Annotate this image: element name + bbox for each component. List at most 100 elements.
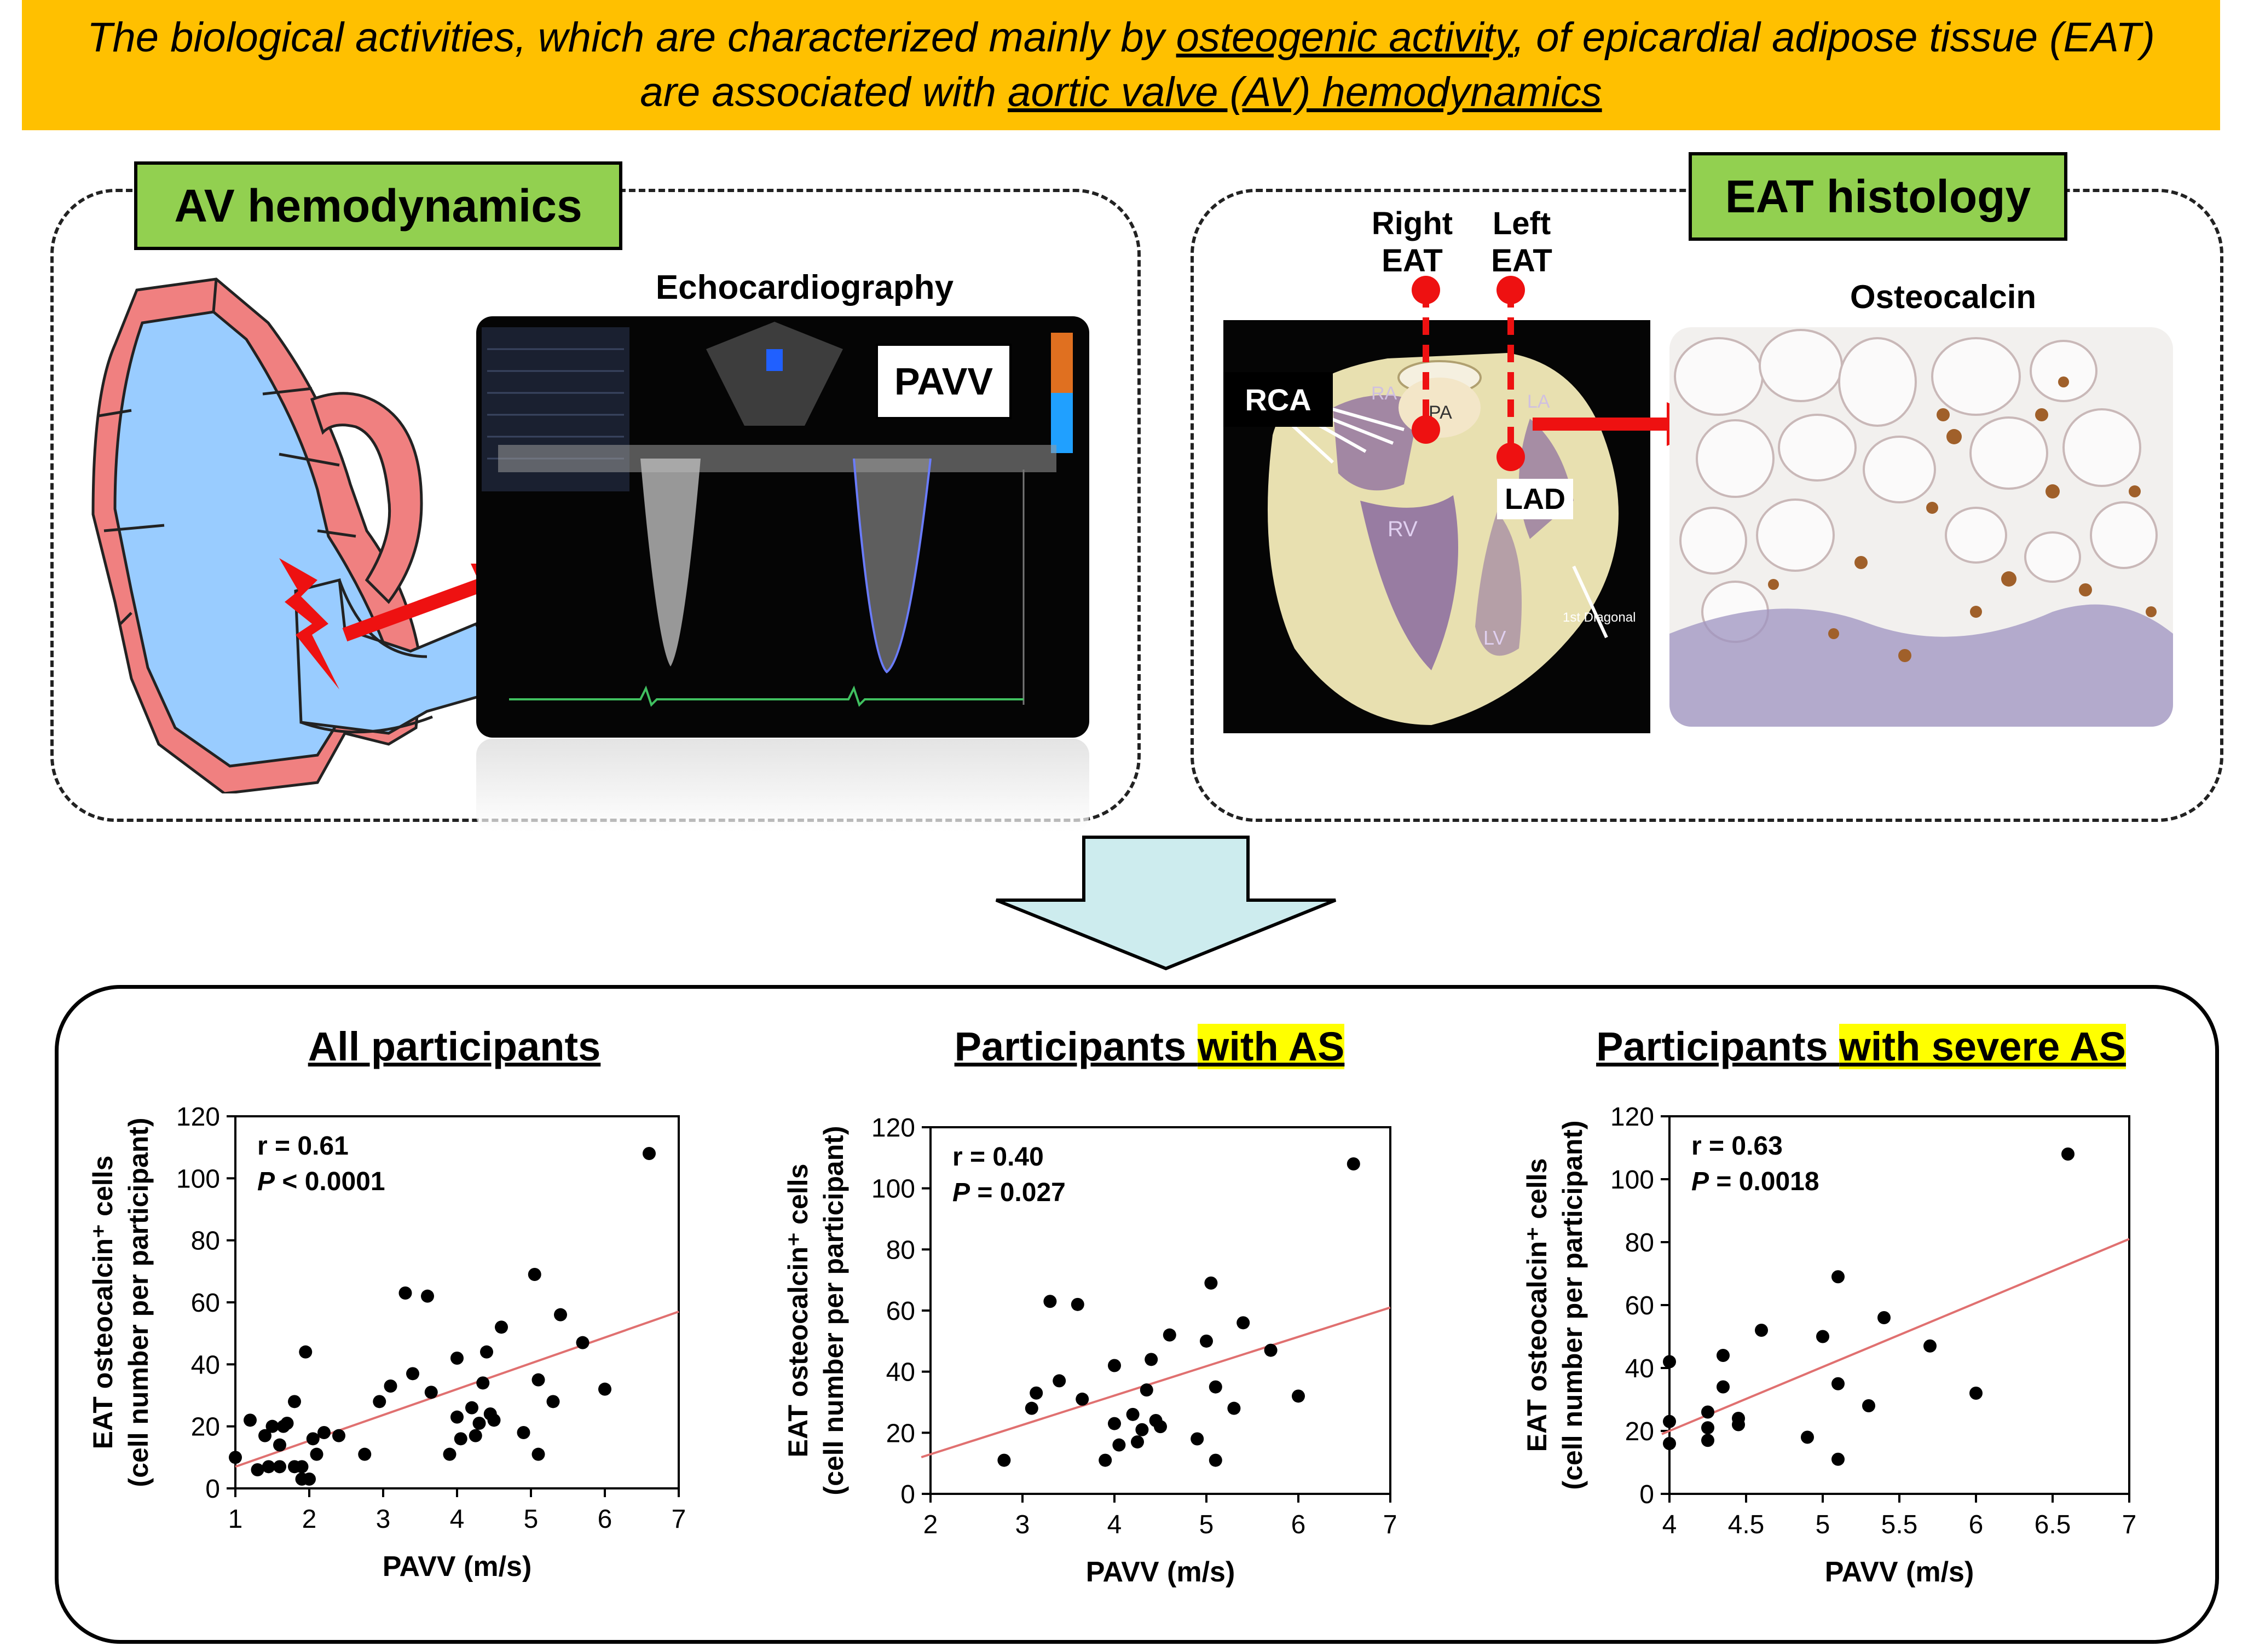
y-tick-label: 0	[205, 1475, 220, 1504]
data-point	[317, 1426, 331, 1439]
y-tick-label: 120	[871, 1114, 915, 1143]
data-point	[1076, 1392, 1089, 1406]
y-tick-label: 60	[886, 1297, 915, 1326]
data-point	[1227, 1401, 1241, 1415]
data-point	[1204, 1276, 1218, 1290]
data-point	[546, 1395, 560, 1408]
heart-diagram	[91, 277, 506, 793]
data-point	[1292, 1389, 1305, 1403]
lv-label: LV	[1483, 627, 1506, 649]
data-point	[1108, 1417, 1121, 1430]
y-tick-label: 20	[886, 1419, 915, 1448]
data-point	[1755, 1324, 1768, 1337]
data-point	[1131, 1435, 1144, 1449]
x-tick-label: 5	[524, 1505, 539, 1534]
x-tick-label: 2	[302, 1505, 317, 1534]
y-axis-label: EAT osteocalcin⁺ cells	[783, 1164, 813, 1458]
plot-1-title: All participants	[308, 1024, 601, 1069]
data-point	[1877, 1311, 1891, 1324]
data-point	[443, 1447, 457, 1461]
data-point	[1663, 1437, 1676, 1450]
data-point	[273, 1460, 286, 1474]
osteocalcin-histology-image	[1669, 327, 2173, 727]
x-tick-label: 7	[1383, 1510, 1396, 1539]
data-point	[997, 1453, 1011, 1467]
data-point	[332, 1429, 345, 1442]
data-point	[1145, 1353, 1158, 1366]
data-point	[244, 1413, 257, 1427]
stat-p: P < 0.0001	[257, 1167, 385, 1196]
y-axis-label-units: (cell number per participant)	[1557, 1120, 1588, 1489]
data-point	[273, 1438, 286, 1452]
x-tick-label: 3	[1015, 1510, 1030, 1539]
data-point	[265, 1419, 279, 1433]
data-point	[310, 1447, 323, 1461]
y-axis-label-units: (cell number per participant)	[123, 1117, 154, 1487]
data-point	[1099, 1453, 1112, 1467]
rv-label: RV	[1388, 517, 1418, 541]
data-point	[1801, 1430, 1814, 1444]
stat-p-value: = 0.027	[970, 1178, 1066, 1207]
doppler-envelope-2	[854, 459, 931, 672]
data-point	[1191, 1432, 1204, 1446]
data-point	[476, 1376, 490, 1390]
stat-p-value: < 0.0001	[275, 1167, 385, 1196]
data-point	[1663, 1355, 1676, 1369]
x-tick-label: 5.5	[1881, 1510, 1918, 1539]
data-point	[1831, 1452, 1845, 1466]
lad-label: LAD	[1497, 479, 1573, 519]
x-tick-label: 4.5	[1728, 1510, 1765, 1539]
y-tick-label: 40	[191, 1350, 220, 1379]
data-point	[1126, 1407, 1140, 1421]
data-point	[1663, 1415, 1676, 1428]
data-point	[280, 1417, 294, 1430]
data-point	[531, 1447, 545, 1461]
y-tick-label: 40	[1625, 1354, 1654, 1383]
rca-label: RCA	[1223, 372, 1333, 427]
data-point	[1701, 1421, 1714, 1435]
x-tick-label: 6.5	[2035, 1510, 2071, 1539]
title-banner: The biological activities, which are cha…	[22, 0, 2220, 130]
y-tick-label: 120	[176, 1103, 220, 1132]
data-point	[424, 1386, 438, 1399]
data-point	[1209, 1453, 1222, 1467]
data-point	[643, 1147, 656, 1160]
y-tick-label: 0	[1639, 1480, 1654, 1509]
data-point	[1209, 1380, 1222, 1394]
y-tick-label: 100	[1610, 1166, 1654, 1195]
x-tick-label: 6	[1969, 1510, 1984, 1539]
ra-label: RA	[1371, 383, 1397, 404]
doppler-trace	[482, 322, 1073, 707]
data-point	[531, 1373, 545, 1387]
histology-title: Osteocalcin	[1850, 279, 2037, 315]
y-tick-label: 100	[176, 1164, 220, 1193]
banner-line-1: The biological activities, which are cha…	[87, 14, 2155, 61]
data-point	[251, 1463, 264, 1476]
data-point	[450, 1410, 464, 1424]
data-point	[1025, 1401, 1038, 1415]
data-point	[1717, 1349, 1730, 1362]
data-point	[258, 1429, 271, 1442]
data-point	[1923, 1339, 1937, 1353]
data-point	[398, 1286, 412, 1300]
stat-p-label: P	[952, 1178, 970, 1207]
data-point	[2061, 1147, 2075, 1161]
y-tick-label: 80	[1625, 1228, 1654, 1257]
data-point	[1030, 1386, 1043, 1400]
x-tick-label: 2	[923, 1510, 938, 1539]
stat-p-value: = 0.0018	[1709, 1167, 1819, 1196]
y-tick-label: 60	[191, 1289, 220, 1318]
data-point	[306, 1432, 320, 1446]
stat-r: r = 0.63	[1691, 1132, 1783, 1161]
echo-title: Echocardiography	[655, 269, 954, 306]
data-point	[1264, 1343, 1278, 1357]
y-tick-label: 100	[871, 1175, 915, 1204]
data-point	[576, 1336, 590, 1349]
data-point	[1200, 1334, 1213, 1348]
stat-r: r = 0.61	[257, 1132, 349, 1161]
regression-line	[921, 1306, 1391, 1458]
x-tick-label: 5	[1816, 1510, 1830, 1539]
left-eat-label: Left EAT	[1491, 206, 1552, 279]
heart-photo: RCA RA PA LA RV LV 1st Diagonal LAD	[1223, 320, 1650, 733]
data-point	[1717, 1380, 1730, 1394]
